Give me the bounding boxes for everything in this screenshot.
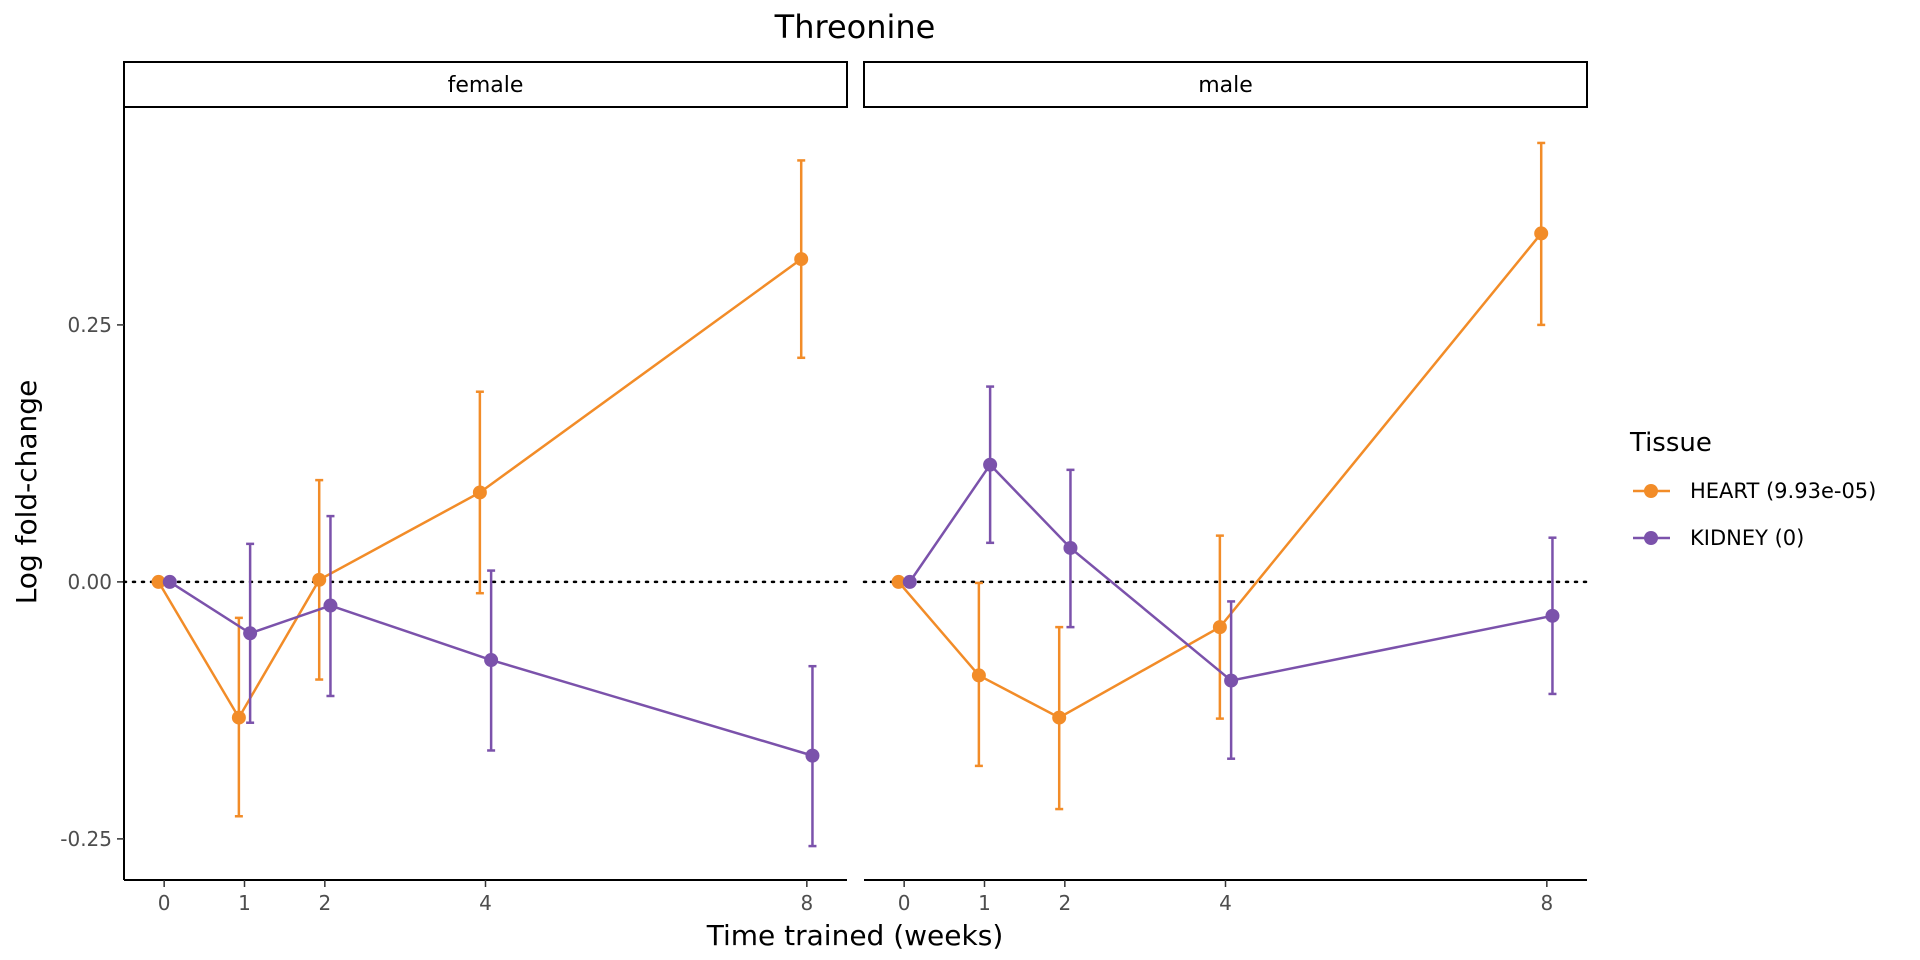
chart-title: Threonine: [774, 8, 936, 46]
legend-label: HEART (9.93e-05): [1690, 479, 1876, 503]
x-tick-label: 8: [1540, 891, 1553, 915]
legend-key-point: [1644, 484, 1658, 498]
data-point: [151, 574, 166, 589]
facet-strip: [123, 61, 848, 108]
x-tick-label: 4: [1219, 891, 1232, 915]
data-point: [1052, 710, 1067, 725]
x-axis-title: Time trained (weeks): [706, 919, 1004, 952]
data-point: [891, 574, 906, 589]
data-point: [1545, 608, 1560, 623]
legend-entry: HEART (9.93e-05): [1633, 479, 1876, 503]
series-kidney: [162, 514, 820, 848]
data-point: [243, 626, 258, 641]
data-point: [1063, 540, 1078, 555]
x-tick-label: 8: [800, 891, 813, 915]
data-point: [323, 598, 338, 613]
data-point: [484, 653, 499, 668]
y-tick-label: -0.25: [60, 827, 112, 851]
x-tick-label: 4: [479, 891, 492, 915]
series-heart: [891, 141, 1549, 811]
legend-entry: KIDNEY (0): [1633, 526, 1804, 550]
data-point: [312, 572, 327, 587]
facet-strip-label: male: [1198, 73, 1253, 98]
y-tick-label: 0.25: [67, 313, 112, 337]
facet-strip-label: female: [448, 73, 524, 98]
x-tick-label: 1: [238, 891, 251, 915]
data-point: [983, 457, 998, 472]
x-tick-label: 2: [1058, 891, 1071, 915]
series-kidney: [902, 385, 1560, 760]
data-point: [472, 485, 487, 500]
data-point: [805, 748, 820, 763]
data-point: [162, 574, 177, 589]
y-tick-label: 0.00: [67, 570, 112, 594]
legend-label: KIDNEY (0): [1690, 526, 1804, 550]
x-tick-label: 0: [898, 891, 911, 915]
data-point: [231, 710, 246, 725]
data-point: [1212, 620, 1227, 635]
legend: Tissue HEART (9.93e-05) KIDNEY (0): [1629, 428, 1876, 550]
data-point: [1534, 226, 1549, 241]
facet-panel-male: male 0 1 2 4 8: [862, 61, 1589, 915]
facet-strip: [863, 61, 1588, 108]
x-tick-label: 0: [158, 891, 171, 915]
x-tick-label: 2: [318, 891, 331, 915]
legend-key-point: [1644, 531, 1658, 545]
data-point: [971, 668, 986, 683]
series-heart: [151, 159, 809, 818]
data-point: [794, 252, 809, 267]
legend-title: Tissue: [1629, 428, 1712, 458]
y-axis-title: Log fold-change: [10, 380, 43, 605]
facet-panels: female 0.25 0.00 -0.25 0 1 2 4 8 male 0 1 2 4 8: [60, 61, 1589, 915]
data-point: [1224, 673, 1239, 688]
facet-panel-female: female 0.25 0.00 -0.25 0 1 2 4 8: [60, 61, 849, 915]
x-tick-label: 1: [978, 891, 991, 915]
data-point: [902, 574, 917, 589]
